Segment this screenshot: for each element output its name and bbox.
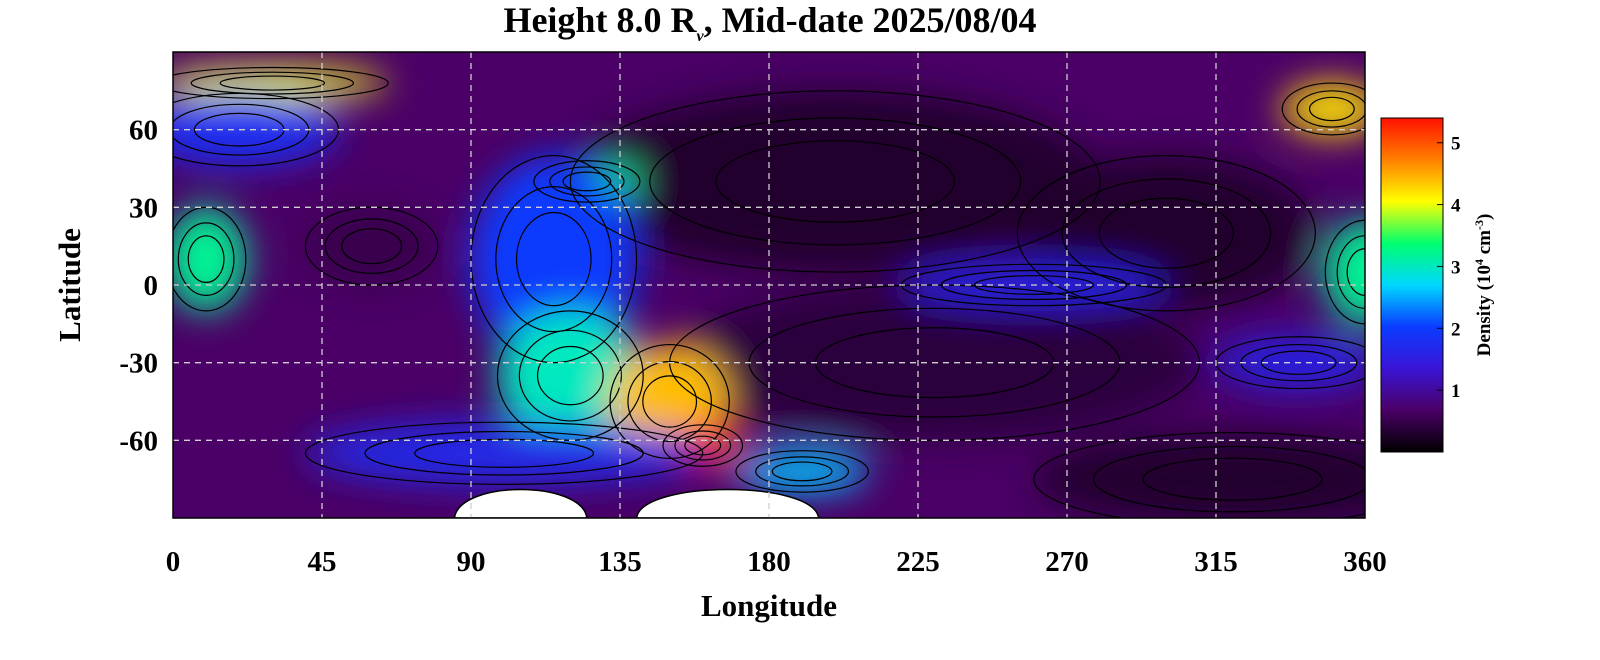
y-tick-label: 30 [129,192,158,224]
contour-line [1308,96,1355,122]
contour-line [1260,350,1337,375]
saturated-regions [453,488,820,518]
contour-line [187,235,225,284]
contour-line [940,269,1128,301]
colorbar-tick-label: 1 [1451,381,1461,402]
contour-line [1281,82,1365,136]
contour-line [533,160,641,203]
contour-line [341,228,403,265]
contour-line [173,66,389,100]
contour-line [627,361,712,442]
x-tick-label: 315 [1194,546,1238,578]
density-feature [173,67,389,99]
contour-line [1092,445,1365,513]
contour-line [1033,431,1365,518]
colorbar-tick-label: 5 [1451,134,1461,155]
y-tick-label: 60 [129,115,158,147]
y-tick-label: -30 [119,348,158,380]
y-tick-label: 0 [144,270,159,302]
contour-line [1296,90,1365,128]
x-axis-ticks: 0 45 90 135 180 225 270 315 360 [166,546,1387,578]
x-tick-label: 180 [747,546,791,578]
contour-line [414,438,595,468]
density-feature [1282,83,1365,135]
contour-line [715,140,956,223]
plot-area [173,52,1365,518]
density-feature [570,90,1101,273]
contour-line [569,90,1101,273]
contour-line [755,456,850,487]
chart-title: Height 8.0 Rv, Mid-date 2025/08/04 [503,0,1036,45]
density-feature [173,207,246,311]
contour-line [1142,457,1323,501]
x-tick-label: 135 [598,546,642,578]
x-tick-label: 0 [166,546,181,578]
x-tick-label: 90 [457,546,486,578]
contour-line [649,117,1022,246]
contour-line [735,450,869,493]
contour-line [495,186,613,333]
contour-line [177,222,235,296]
contour-line [1016,154,1316,312]
contour-line [771,461,833,482]
contour-line [973,275,1095,295]
contour-line [304,421,704,485]
contour-line [1098,197,1234,269]
contour-line [609,343,730,460]
colorbar-label: Density (104 cm-3) [1472,214,1495,357]
density-feature [1216,336,1365,389]
contour-line [324,218,419,274]
colorbar-gradient [1380,117,1444,453]
contour-line [674,430,732,461]
contour-line [219,75,326,91]
contour-line [549,166,625,197]
contour-line [562,171,612,192]
contour-line [470,154,638,364]
x-tick-label: 45 [308,546,337,578]
contour-line [515,211,592,307]
saturated-region [635,488,820,518]
contour-line [518,329,622,422]
contour-line [662,424,744,467]
colorbar-ticks: 1 2 3 4 5 [1437,134,1461,402]
x-tick-label: 270 [1045,546,1089,578]
x-tick-label: 360 [1343,546,1387,578]
contour-line [364,430,644,476]
y-axis-ticks: 60 30 0 -30 -60 [119,115,158,458]
plot-frame [172,51,1366,519]
x-axis-label: Longitude [701,588,837,623]
colorbar-tick-label: 3 [1451,257,1461,278]
contour-line [536,345,604,406]
density-feature [1325,220,1365,324]
y-axis-label: Latitude [52,228,87,342]
colorbar-tick-label: 4 [1451,196,1461,217]
contour-line [190,71,355,95]
x-tick-label: 225 [896,546,940,578]
contour-line [1324,219,1365,325]
saturated-region [453,488,588,518]
grid-lines [173,52,1365,518]
colorbar: 1 2 3 4 5 Density (104 cm-3) [1380,117,1495,453]
y-tick-label: -60 [119,425,158,457]
colorbar-tick-label: 2 [1451,319,1461,340]
contour-line [642,375,698,428]
contour-line [1061,178,1272,289]
